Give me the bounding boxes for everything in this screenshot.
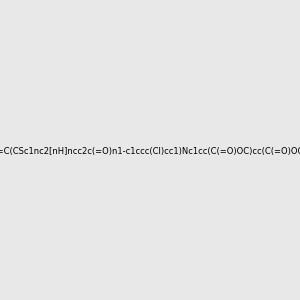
Text: O=C(CSc1nc2[nH]ncc2c(=O)n1-c1ccc(Cl)cc1)Nc1cc(C(=O)OC)cc(C(=O)OC)c1: O=C(CSc1nc2[nH]ncc2c(=O)n1-c1ccc(Cl)cc1)… bbox=[0, 147, 300, 156]
